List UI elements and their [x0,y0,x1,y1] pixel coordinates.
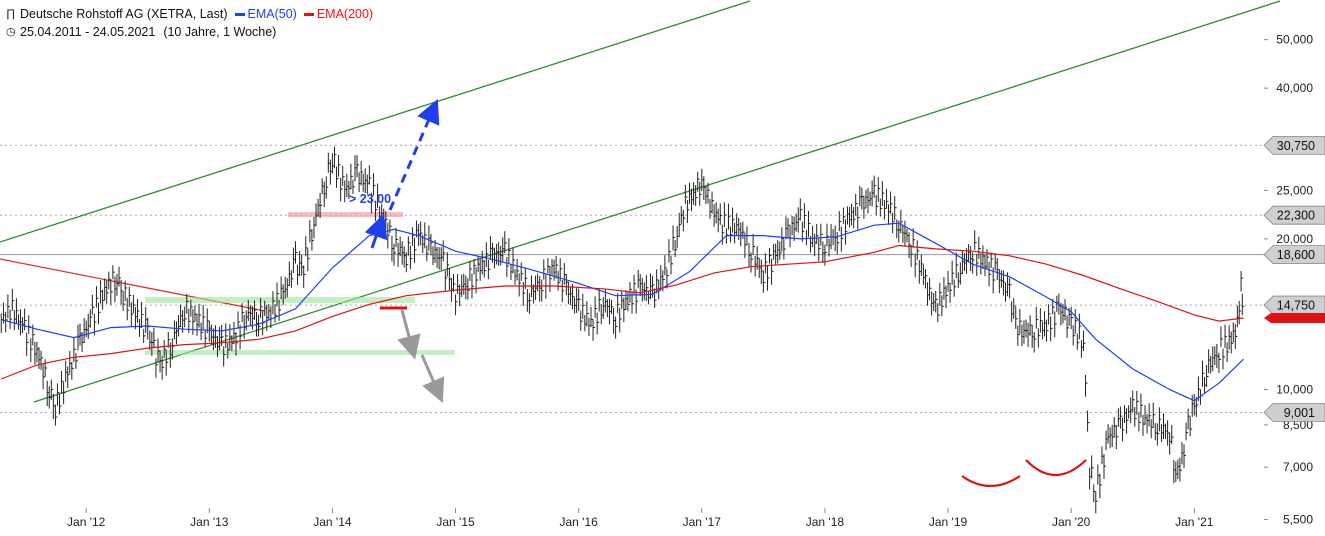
y-tick-label: 25,000 [1276,183,1313,197]
x-tick-label: Jan '15 [436,515,475,529]
price-bars [0,146,1245,514]
ema200-axis-marker [1264,312,1325,323]
y-tick-label: 40,000 [1276,81,1313,95]
target-arrow-dashed [388,98,440,211]
price-tag-shape [1263,205,1325,225]
x-tick-label: Jan '20 [1052,515,1091,529]
annotations: > 23,00 [349,98,1087,487]
breakout-arrow-short [364,213,388,249]
price-axis: 50,00040,00025,00020,00010,0008,5007,000… [1263,33,1325,527]
trendlines [0,0,1281,403]
clock-icon: ◷ [6,26,16,38]
ema200-label: EMA(200) [316,7,374,21]
ema50-line [1,222,1244,402]
downtrend-line [0,258,266,312]
y-tick-label: 10,000 [1276,383,1313,397]
price-tag-label: 22,300 [1277,209,1315,223]
lower-channel-line [33,0,1281,403]
target-annotation: > 23,00 [349,192,391,206]
x-tick-label: Jan '14 [313,515,352,529]
ema-lines [0,222,1244,402]
x-tick-label: Jan '13 [190,515,229,529]
ema200-line [0,244,1244,380]
x-tick-label: Jan '12 [67,515,106,529]
x-tick-label: Jan '16 [560,515,599,529]
down-arrow-2 [420,354,445,404]
horizontal-levels [0,144,1266,413]
ema200-swatch [303,12,314,16]
y-tick-label: 20,000 [1276,232,1313,246]
x-tick-label: Jan '21 [1175,515,1214,529]
date-range: 25.04.2011 - 24.05.2021 [20,25,156,39]
chart-legend: ∏ Deutsche Rohstoff AG (XETRA, Last) EMA… [6,5,373,41]
down-arrow-1 [397,309,421,360]
chart-title: Deutsche Rohstoff AG (XETRA, Last) [20,7,228,21]
resistance-zone [288,212,403,217]
interval-label: (10 Jahre, 1 Woche) [163,25,277,39]
x-tick-label: Jan '17 [683,515,722,529]
price-tag-shape [1263,245,1325,265]
ema50-swatch [234,12,245,16]
x-tick-label: Jan '19 [929,515,968,529]
y-tick-label: 7,000 [1283,460,1313,474]
legend-row-range: ◷ 25.04.2011 - 24.05.2021 (10 Jahre, 1 W… [6,23,373,41]
support-zone-2 [145,350,455,355]
x-tick-label: Jan '18 [806,515,845,529]
bottom-arc-2 [1025,459,1087,476]
price-tag-shape [1263,295,1325,315]
chart-type-icon: ∏ [6,8,16,20]
bottom-arc-1 [961,475,1021,487]
upper-channel-line [0,0,751,243]
price-tag-label: 14,750 [1277,299,1315,313]
price-tag-shape [1263,403,1325,422]
price-tag-label: 18,600 [1277,248,1315,262]
support-zone-1 [145,297,415,303]
ema50-label: EMA(50) [247,7,297,21]
price-tag-label: 9,001 [1284,406,1315,420]
y-tick-label: 50,000 [1276,33,1313,47]
legend-row-title: ∏ Deutsche Rohstoff AG (XETRA, Last) EMA… [6,5,373,23]
y-tick-label: 5,500 [1283,513,1313,527]
price-tag-shape [1263,135,1325,155]
price-tag-label: 30,750 [1277,139,1315,153]
time-axis: Jan '12 Jan '13 Jan '14 Jan '15 Jan '16 Jan '… [67,508,1214,529]
